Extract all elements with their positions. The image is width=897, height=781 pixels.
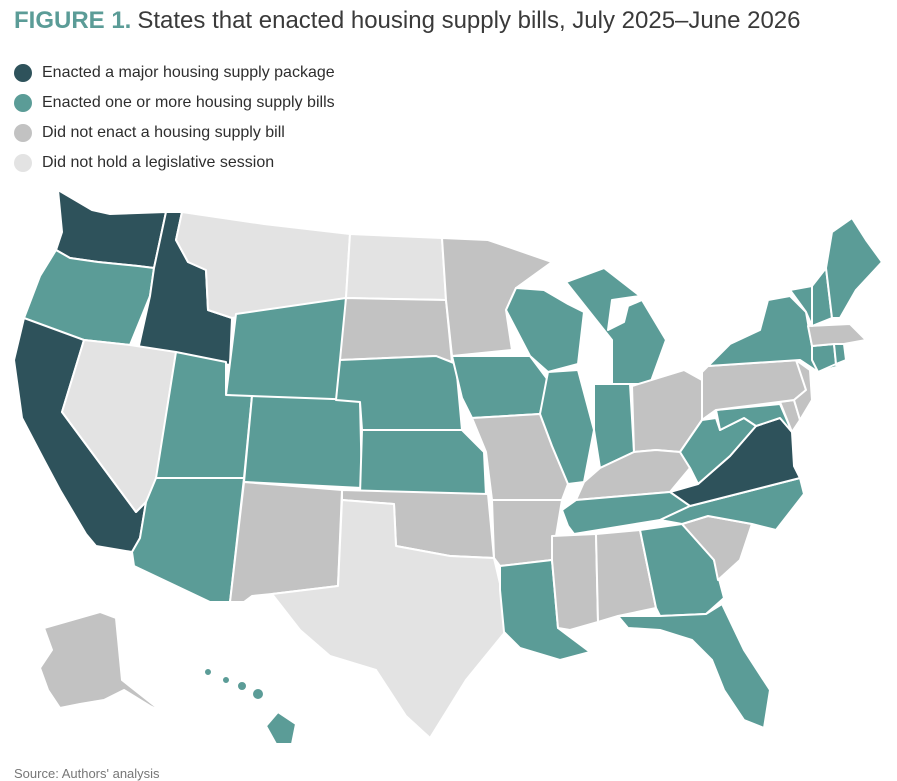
state-mississippi — [551, 533, 599, 631]
state-arizona — [131, 477, 245, 603]
state-hawaii — [203, 667, 297, 745]
legend-swatch-bills — [14, 94, 32, 112]
state-kansas — [359, 429, 487, 497]
hawaii-island-oahu — [221, 675, 231, 685]
state-montana — [175, 211, 351, 319]
hawaii-island-maui — [251, 687, 265, 701]
state-washington — [55, 189, 167, 269]
state-new-jersey — [793, 359, 813, 421]
hawaii-island-big-island — [265, 711, 297, 745]
figure-label: FIGURE 1. — [14, 7, 132, 34]
legend-item-none: Did not enact a housing supply bill — [14, 118, 335, 148]
state-maine — [825, 217, 883, 319]
state-oregon — [23, 249, 155, 346]
state-alaska — [39, 611, 177, 719]
state-massachusetts — [807, 323, 867, 347]
legend: Enacted a major housing supply package E… — [14, 58, 335, 178]
legend-label-major: Enacted a major housing supply package — [42, 64, 335, 81]
legend-swatch-major — [14, 64, 32, 82]
state-wisconsin — [505, 287, 585, 373]
state-texas — [271, 499, 511, 739]
legend-label-none: Did not enact a housing supply bill — [42, 124, 285, 141]
legend-swatch-no-session — [14, 154, 32, 172]
state-colorado — [243, 395, 363, 489]
source-note: Source: Authors' analysis — [14, 766, 160, 781]
legend-label-bills: Enacted one or more housing supply bills — [42, 94, 335, 111]
state-south-dakota — [339, 297, 453, 363]
legend-item-major: Enacted a major housing supply package — [14, 58, 335, 88]
state-alabama — [595, 529, 657, 623]
legend-label-no-session: Did not hold a legislative session — [42, 154, 275, 171]
legend-swatch-none — [14, 124, 32, 142]
figure-title: FIGURE 1. States that enacted housing sup… — [14, 6, 801, 36]
state-iowa — [451, 355, 549, 419]
figure-title-text: States that enacted housing supply bills… — [137, 7, 801, 34]
state-florida — [617, 603, 771, 729]
state-north-dakota — [345, 233, 447, 301]
state-new-mexico — [229, 481, 343, 603]
legend-item-no-session: Did not hold a legislative session — [14, 148, 335, 178]
state-illinois — [539, 369, 595, 485]
state-rhode-island — [833, 343, 847, 365]
legend-item-bills: Enacted one or more housing supply bills — [14, 88, 335, 118]
hawaii-island-kauai — [203, 667, 213, 677]
hawaii-island-molokai — [236, 680, 248, 692]
state-wyoming — [225, 297, 347, 407]
